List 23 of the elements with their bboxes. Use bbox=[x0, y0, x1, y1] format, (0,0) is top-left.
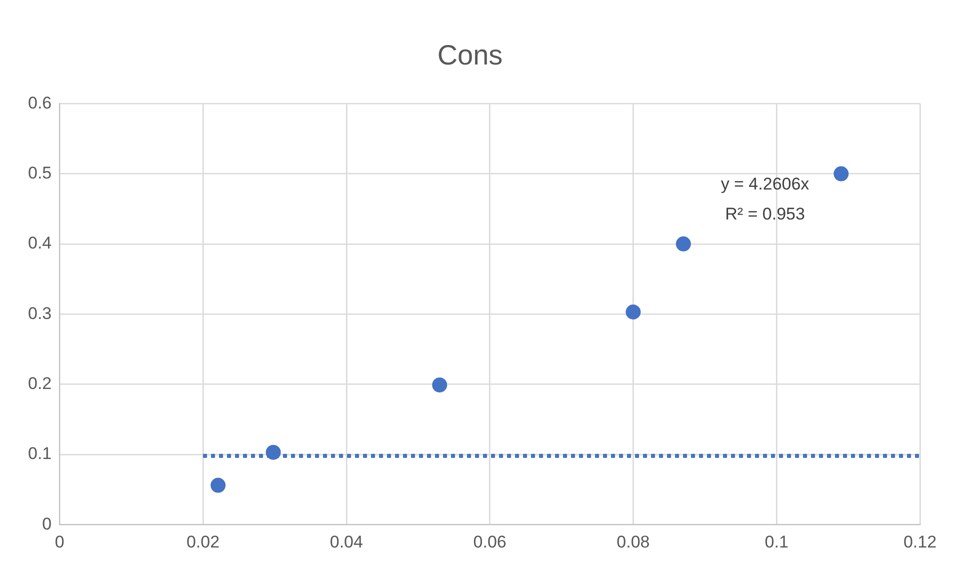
y-tick-label: 0.1 bbox=[28, 444, 52, 464]
chart-title: Cons bbox=[437, 40, 503, 71]
y-tick-label: 0.3 bbox=[28, 304, 52, 323]
y-tick-label: 0.5 bbox=[28, 163, 52, 182]
point bbox=[626, 304, 641, 320]
point bbox=[210, 478, 226, 493]
annotation: R² = 0.953 bbox=[725, 204, 805, 224]
x-tick-label: 0.08 bbox=[616, 532, 650, 552]
point bbox=[676, 236, 691, 252]
y-tick-label: 0.2 bbox=[28, 374, 52, 393]
y-tick-label: 0.6 bbox=[28, 93, 52, 112]
y-tick-label: 0 bbox=[42, 514, 52, 534]
x-tick-label: 0.1 bbox=[764, 532, 788, 552]
annotation: y = 4.2606x bbox=[720, 174, 810, 194]
x-tick-label: 0.06 bbox=[473, 532, 506, 552]
point bbox=[834, 166, 849, 182]
point bbox=[432, 377, 448, 392]
point bbox=[266, 444, 281, 460]
x-tick-label: 0 bbox=[54, 532, 64, 552]
x-tick-label: 0.02 bbox=[186, 532, 220, 552]
y-tick-label: 0.4 bbox=[28, 234, 52, 253]
x-tick-label: 0.12 bbox=[903, 532, 937, 552]
x-tick-label: 0.04 bbox=[330, 532, 363, 552]
